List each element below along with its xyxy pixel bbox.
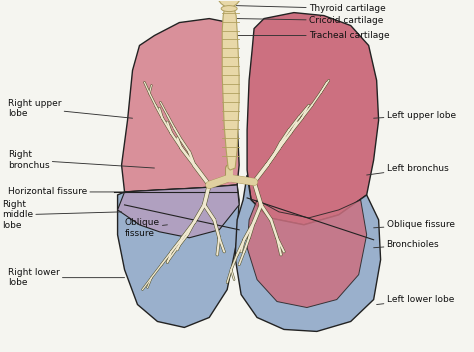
Text: Horizontal fissure: Horizontal fissure [8, 188, 125, 196]
Polygon shape [247, 13, 379, 225]
Text: Left lower lobe: Left lower lobe [377, 295, 454, 304]
Ellipse shape [221, 6, 237, 12]
Text: Thyroid cartilage: Thyroid cartilage [236, 4, 386, 13]
Polygon shape [217, 0, 241, 8]
Text: Bronchioles: Bronchioles [374, 240, 439, 249]
Text: Tracheal cartilage: Tracheal cartilage [237, 31, 390, 40]
Polygon shape [118, 185, 239, 327]
Text: Oblique
fissure: Oblique fissure [125, 218, 167, 238]
Polygon shape [235, 175, 381, 332]
Polygon shape [222, 6, 239, 170]
Text: Right lower
lobe: Right lower lobe [8, 268, 125, 287]
Polygon shape [121, 19, 239, 192]
Text: Cricoid cartilage: Cricoid cartilage [237, 16, 383, 25]
Polygon shape [118, 185, 239, 238]
Text: Right upper
lobe: Right upper lobe [8, 99, 133, 118]
Text: Right
middle
lobe: Right middle lobe [2, 200, 121, 230]
Text: Left upper lobe: Left upper lobe [374, 111, 456, 120]
Text: Right
bronchus: Right bronchus [8, 150, 155, 170]
Text: Left bronchus: Left bronchus [367, 164, 448, 175]
Text: Oblique fissure: Oblique fissure [374, 220, 455, 229]
Polygon shape [247, 200, 367, 308]
